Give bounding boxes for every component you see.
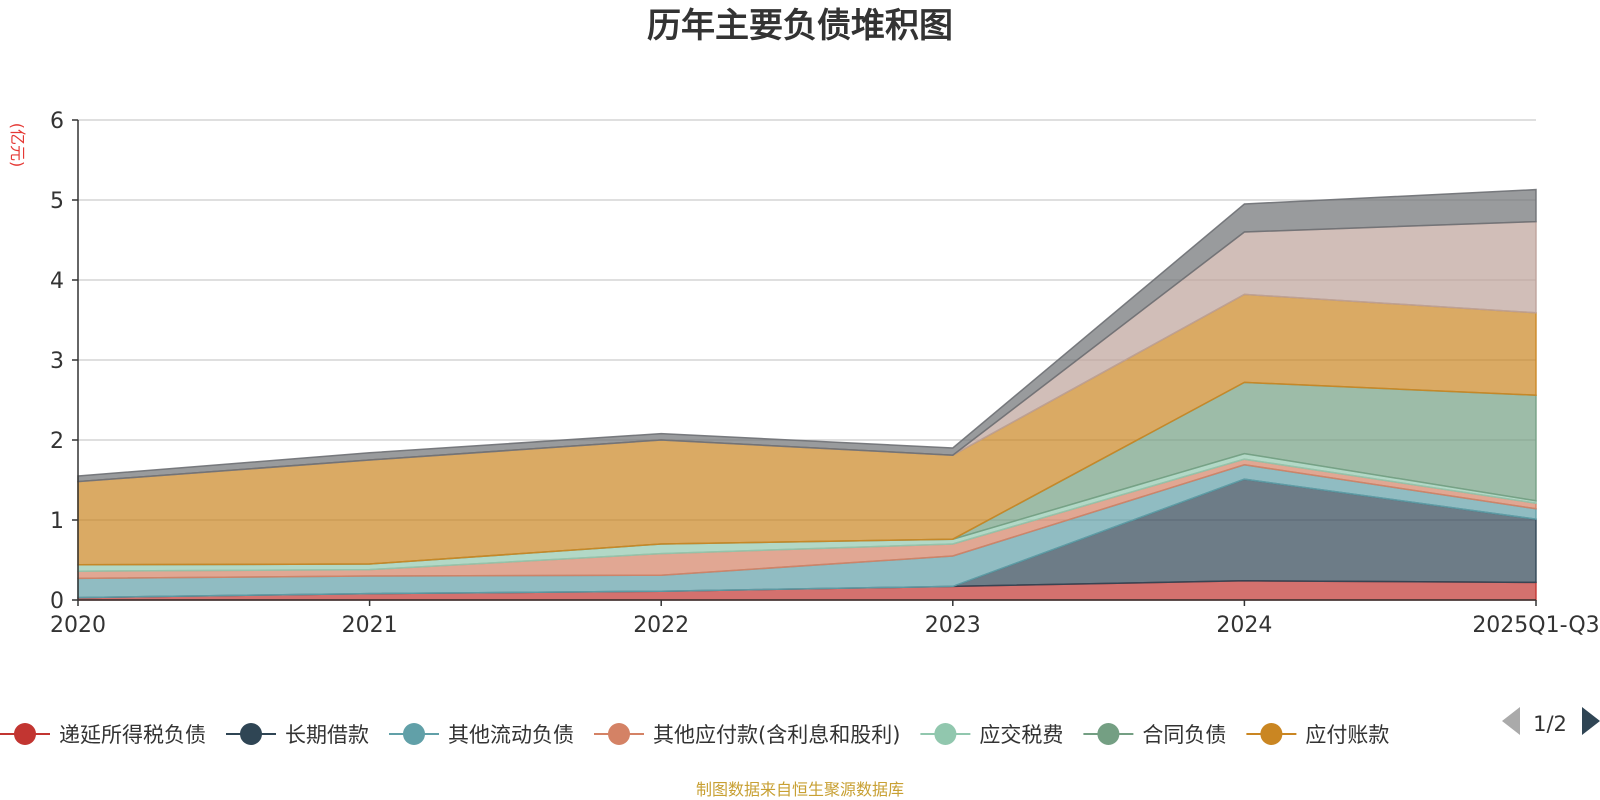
- legend-circle-marker: [403, 723, 425, 745]
- legend-circle-marker: [934, 723, 957, 745]
- chart-title: 历年主要负债堆积图: [647, 6, 953, 46]
- area-series-group: [77, 188, 1537, 601]
- y-tick-label: 0: [50, 589, 64, 614]
- y-tick-label: 3: [50, 349, 64, 374]
- y-axis-unit: (亿元): [8, 123, 27, 168]
- legend-label: 应付账款: [1305, 723, 1389, 747]
- x-tick-label: 2024: [1216, 613, 1272, 638]
- y-tick-label: 1: [50, 509, 64, 534]
- legend-item[interactable]: 长期借款: [226, 723, 369, 747]
- legend-page-indicator: 1/2: [1533, 712, 1567, 736]
- legend-item[interactable]: 其他应付款(含利息和股利): [594, 723, 900, 747]
- legend: 递延所得税负债 长期借款 其他流动负债 其他应付款(含利息和股利) 应交税费 合同负债 应付…: [0, 723, 1389, 747]
- x-tick-label: 2022: [633, 613, 689, 638]
- legend-prev-icon[interactable]: [1502, 707, 1520, 735]
- legend-label: 递延所得税负债: [59, 723, 206, 747]
- legend-circle-marker: [1260, 723, 1283, 745]
- data-source-note: 制图数据来自恒生聚源数据库: [696, 780, 904, 799]
- legend-circle-marker: [1097, 723, 1120, 745]
- legend-item[interactable]: 应交税费: [920, 723, 1063, 747]
- legend-label: 应交税费: [979, 723, 1063, 747]
- area-series-9: [77, 188, 1537, 483]
- legend-circle-marker: [14, 723, 36, 745]
- y-tick-label: 5: [50, 189, 64, 214]
- x-tick-label: 2021: [342, 613, 398, 638]
- legend-circle-marker: [608, 723, 630, 745]
- legend-item[interactable]: 递延所得税负债: [0, 723, 206, 747]
- legend-circle-marker: [240, 723, 262, 745]
- legend-label: 长期借款: [285, 723, 369, 747]
- legend-next-icon[interactable]: [1582, 707, 1600, 735]
- legend-label: 其他应付款(含利息和股利): [653, 723, 900, 747]
- y-tick-label: 4: [50, 269, 64, 294]
- axes: 0 1 2 3 4 5 6 2020 2021 2022 2023 2024 2025Q1-Q3: [50, 109, 1600, 638]
- y-tick-label: 6: [50, 109, 64, 134]
- legend-pager: 1/2: [1502, 707, 1600, 736]
- legend-label: 其他流动负债: [448, 723, 574, 747]
- x-tick-label: 2023: [925, 613, 981, 638]
- legend-item[interactable]: 应付账款: [1246, 723, 1389, 747]
- x-tick-label: 2025Q1-Q3: [1472, 613, 1599, 638]
- legend-label: 合同负债: [1142, 723, 1226, 747]
- legend-item[interactable]: 其他流动负债: [389, 723, 574, 747]
- y-tick-label: 2: [50, 429, 64, 454]
- x-tick-label: 2020: [50, 613, 106, 638]
- legend-item[interactable]: 合同负债: [1083, 723, 1226, 747]
